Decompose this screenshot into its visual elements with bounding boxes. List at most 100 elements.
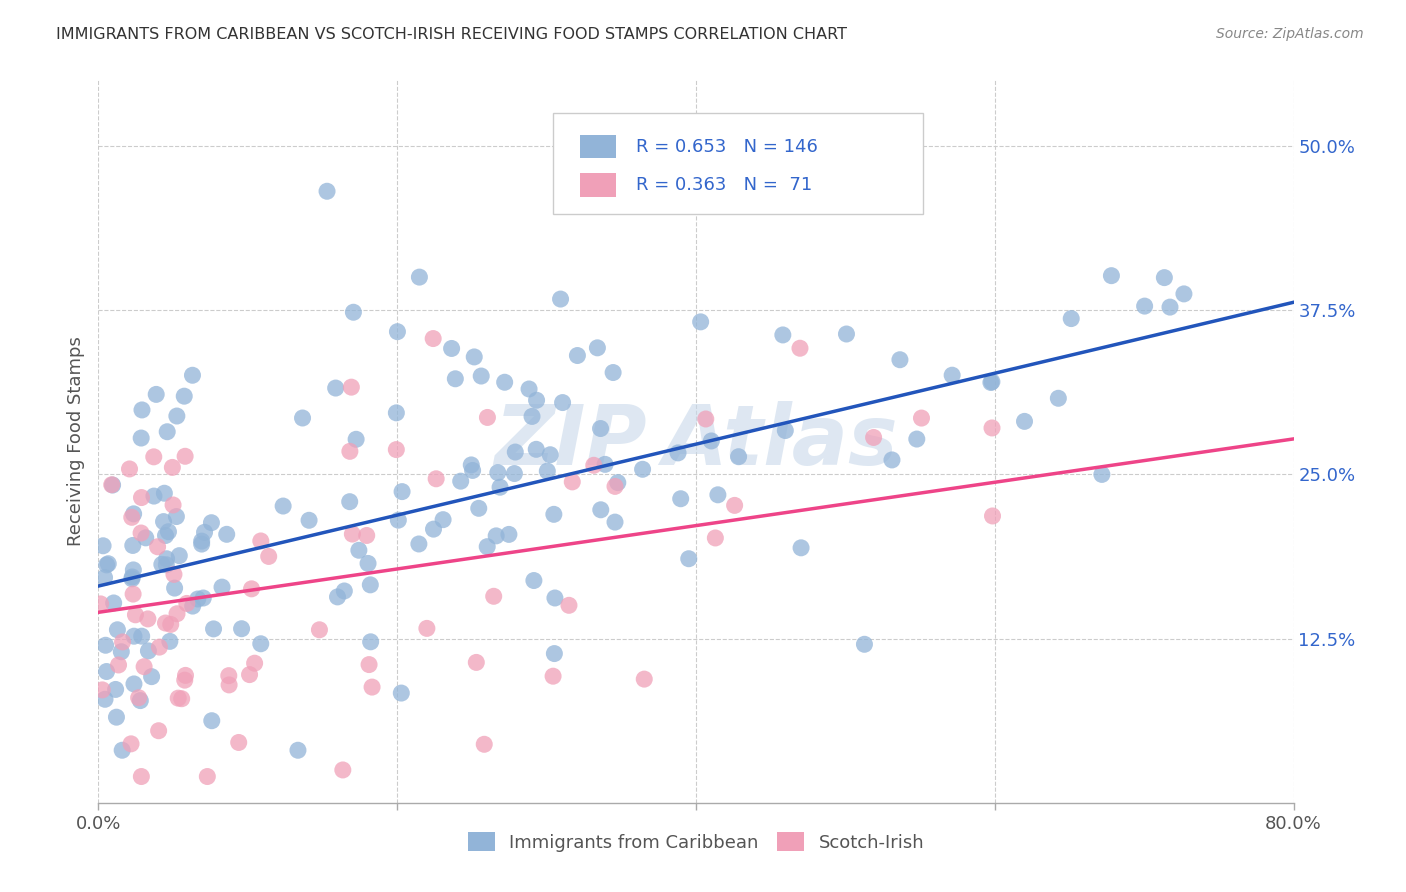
Point [526,393,548,408]
Point [361,680,384,694]
Point [586,341,609,355]
Point [980,376,1002,390]
Point [121,538,143,552]
Point [121,570,143,584]
Point [416,621,439,635]
Point [218,678,240,692]
Point [503,445,526,459]
Point [211,580,233,594]
Point [582,458,605,473]
FancyBboxPatch shape [581,136,616,158]
Point [136,612,159,626]
Point [551,395,574,409]
Point [485,529,508,543]
Point [165,509,187,524]
Point [271,499,294,513]
Point [603,479,626,493]
Point [249,637,271,651]
Point [162,498,184,512]
Y-axis label: Receiving Food Stamps: Receiving Food Stamps [66,336,84,547]
Point [163,567,186,582]
Point [905,432,928,446]
Point [163,581,186,595]
Point [541,669,564,683]
Point [166,409,188,423]
Point [1159,300,1181,314]
Point [444,372,467,386]
Point [298,513,321,527]
Point [477,410,499,425]
Point [156,425,179,439]
Point [111,635,134,649]
Point [96,665,118,679]
Point [122,507,145,521]
Point [129,526,152,541]
Point [425,472,447,486]
Point [472,737,495,751]
Point [385,442,408,457]
Text: IMMIGRANTS FROM CARIBBEAN VS SCOTCH-IRISH RECEIVING FOOD STAMPS CORRELATION CHAR: IMMIGRANTS FROM CARIBBEAN VS SCOTCH-IRIS… [56,27,848,42]
Point [94,638,117,652]
Point [389,686,412,700]
Point [155,558,177,572]
Point [1060,311,1083,326]
Point [181,599,204,613]
Point [193,591,215,605]
Point [536,464,558,478]
Point [91,539,114,553]
Point [249,533,271,548]
Point [162,460,184,475]
Point [128,690,150,705]
Point [173,389,195,403]
Point [202,622,225,636]
Point [440,342,463,356]
Point [195,770,218,784]
Point [176,596,198,610]
Point [707,488,730,502]
Point [103,596,125,610]
Point [287,743,309,757]
FancyBboxPatch shape [553,112,922,214]
Point [155,615,177,630]
Point [146,540,169,554]
Point [593,458,616,472]
Point [94,692,117,706]
Point [124,607,146,622]
Point [489,480,512,494]
Point [129,693,152,707]
Point [606,475,628,490]
Point [107,623,129,637]
Point [201,714,224,728]
Point [360,635,382,649]
Point [980,375,1002,389]
Point [157,524,180,539]
Point [150,558,173,572]
Point [131,403,153,417]
Point [132,659,155,673]
Point [356,528,378,542]
Point [561,475,583,489]
Point [523,574,546,588]
Point [775,424,797,438]
Point [910,411,932,425]
Point [727,450,749,464]
Point [121,572,143,586]
Point [385,406,408,420]
Point [342,527,364,541]
Point [90,597,112,611]
Point [121,510,143,524]
Point [129,431,152,445]
Point [257,549,280,564]
Point [142,450,165,464]
Point [141,670,163,684]
Point [342,305,364,319]
Point [148,723,170,738]
Point [494,376,516,390]
Point [359,578,381,592]
Point [772,327,794,342]
Point [291,411,314,425]
Point [190,537,212,551]
Point [193,525,215,540]
Point [889,352,911,367]
Point [503,467,526,481]
